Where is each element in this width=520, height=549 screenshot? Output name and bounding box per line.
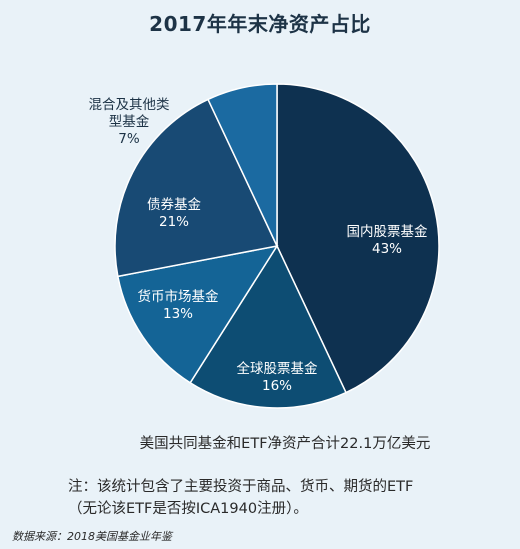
- slice-percent-label: 13%: [163, 306, 193, 322]
- slice-percent-label: 7%: [118, 131, 140, 147]
- slice-percent-label: 43%: [372, 241, 402, 257]
- footnote-line-2: （无论该ETF是否按ICA1940注册）。: [68, 501, 308, 517]
- slice-label: 债券基金: [147, 196, 201, 213]
- data-source: 数据来源：2018美国基金业年鉴: [12, 530, 172, 543]
- slice-percent-label: 21%: [159, 214, 189, 230]
- pie-slice: [276, 83, 440, 394]
- pie-slice: [116, 244, 279, 384]
- pie-slice: [207, 83, 278, 247]
- slice-label: 国内股票基金: [347, 223, 428, 240]
- slice-percent-label: 16%: [262, 378, 292, 394]
- summary-text: 美国共同基金和ETF净资产合计22.1万亿美元: [139, 436, 431, 452]
- pie-slice: [189, 244, 347, 409]
- slice-label: 混合及其他类: [89, 97, 170, 113]
- chart-title: 2017年年末净资产占比: [149, 12, 371, 36]
- footnote: 注：该统计包含了主要投资于商品、货币、期货的ETF （无论该ETF是否按ICA1…: [68, 476, 508, 520]
- slice-label: 全球股票基金: [237, 360, 318, 377]
- slice-label: 货币市场基金: [138, 288, 219, 305]
- footnote-line-1: 注：该统计包含了主要投资于商品、货币、期货的ETF: [68, 479, 414, 495]
- slice-label: 型基金: [109, 113, 150, 130]
- pie-slice: [114, 98, 279, 278]
